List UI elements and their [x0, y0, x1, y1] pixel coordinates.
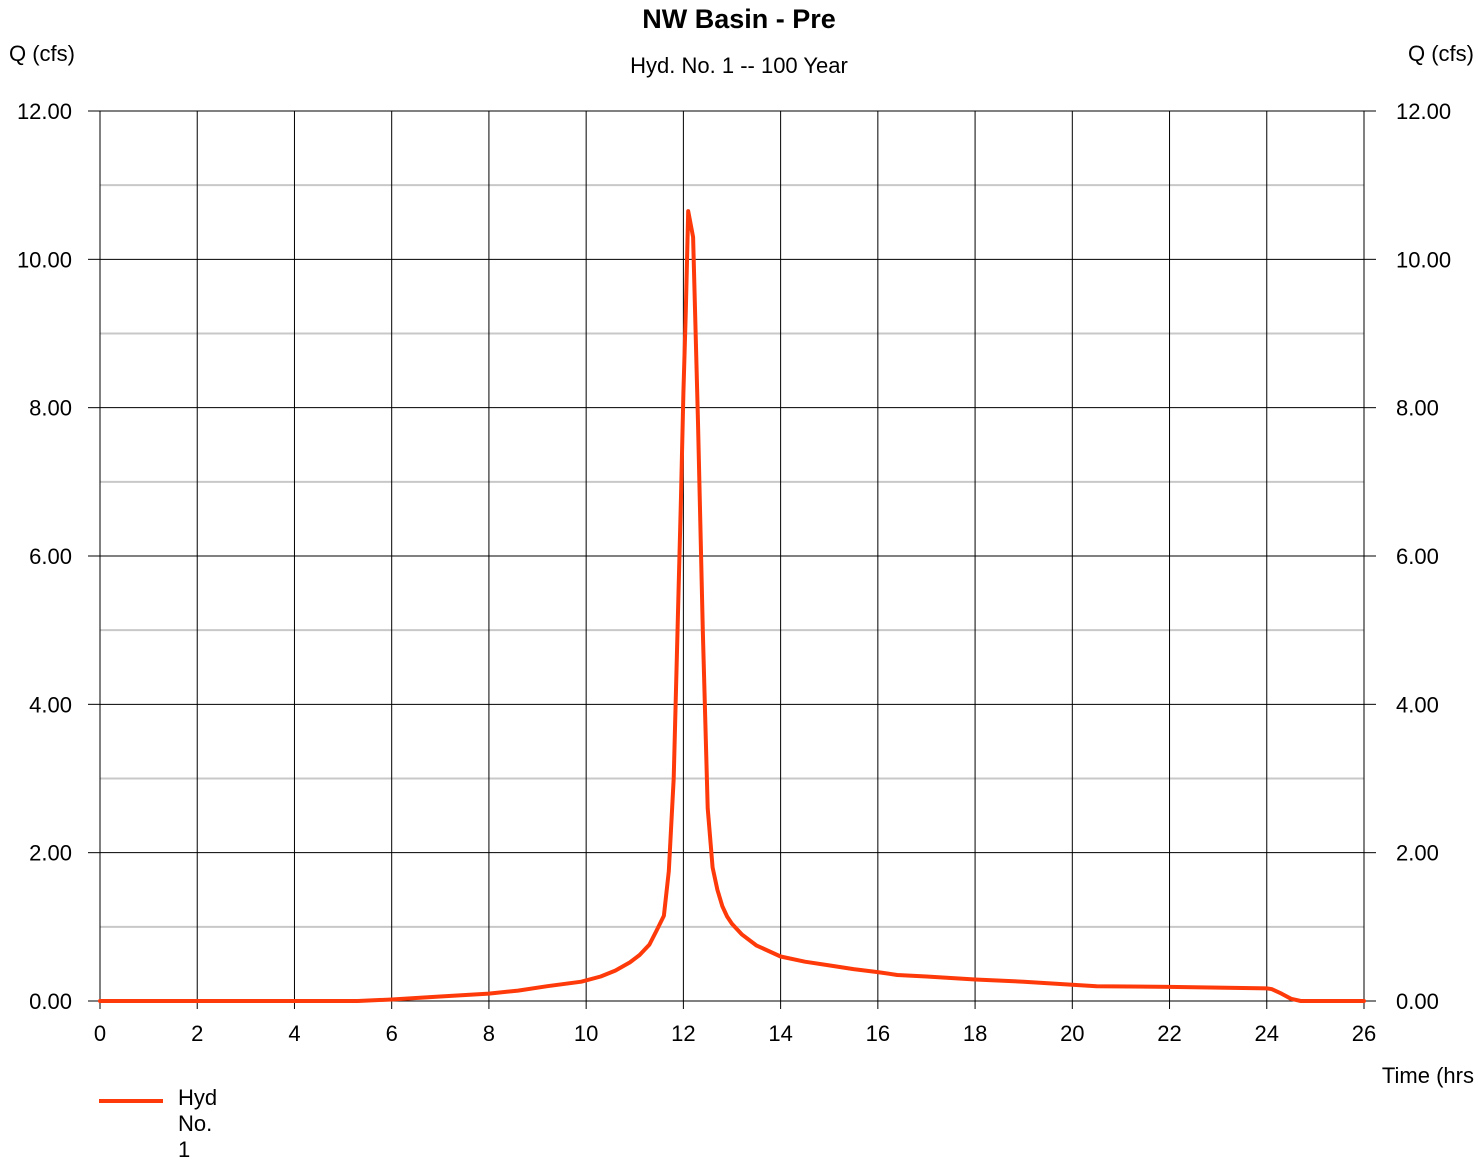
y-tick-label-right: 6.00 [1396, 544, 1439, 569]
y-tick-label-left: 0.00 [29, 989, 72, 1014]
x-tick-label: 16 [866, 1021, 890, 1046]
y-axis-label-left: Q (cfs) [9, 41, 75, 66]
x-tick-label: 20 [1060, 1021, 1084, 1046]
y-tick-label-right: 2.00 [1396, 841, 1439, 866]
x-tick-label: 22 [1157, 1021, 1181, 1046]
x-axis-label: Time (hrs [1381, 1063, 1474, 1088]
series-line-hyd-no-1 [98, 209, 1366, 1003]
minor-gridlines [100, 184, 1364, 928]
x-tick-label: 12 [671, 1021, 695, 1046]
x-tick-label: 24 [1255, 1021, 1279, 1046]
legend-label: Hyd No. 1 [178, 1085, 218, 1162]
x-tick-label: 26 [1352, 1021, 1376, 1046]
chart-title: NW Basin - Pre [642, 4, 836, 34]
y-tick-label-left: 12.00 [17, 99, 72, 124]
x-tick-labels: 0 2 4 6 8 10 12 14 16 18 20 22 24 26 [94, 1021, 1376, 1046]
major-gridlines [99, 110, 1365, 1002]
chart-subtitle: Hyd. No. 1 -- 100 Year [630, 53, 848, 78]
axis-ticks [88, 110, 1376, 1009]
y-tick-label-right: 8.00 [1396, 396, 1439, 421]
y-tick-label-right: 0.00 [1396, 989, 1439, 1014]
y-tick-label-left: 8.00 [29, 396, 72, 421]
y-tick-label-left: 2.00 [29, 841, 72, 866]
y-tick-label-left: 10.00 [17, 247, 72, 272]
x-tick-label: 10 [574, 1021, 598, 1046]
y-tick-label-right: 12.00 [1396, 99, 1451, 124]
x-tick-label: 18 [963, 1021, 987, 1046]
x-tick-label: 6 [386, 1021, 398, 1046]
x-tick-label: 14 [768, 1021, 792, 1046]
y-tick-labels-right: 0.00 2.00 4.00 6.00 8.00 10.00 12.00 [1396, 99, 1451, 1014]
y-tick-label-left: 6.00 [29, 544, 72, 569]
series-layer [98, 209, 1366, 1003]
y-tick-labels-left: 0.00 2.00 4.00 6.00 8.00 10.00 12.00 [17, 99, 72, 1014]
legend-line-swatch [99, 1099, 163, 1103]
x-tick-label: 4 [288, 1021, 300, 1046]
x-tick-label: 0 [94, 1021, 106, 1046]
y-tick-label-left: 4.00 [29, 692, 72, 717]
hydrograph-chart: 0.00 2.00 4.00 6.00 8.00 10.00 12.00 0.00 2.00 4… [17, 99, 1451, 1046]
x-tick-label: 8 [483, 1021, 495, 1046]
y-tick-label-right: 4.00 [1396, 692, 1439, 717]
x-tick-label: 2 [191, 1021, 203, 1046]
y-axis-label-right: Q (cfs) [1408, 41, 1474, 66]
y-tick-label-right: 10.00 [1396, 247, 1451, 272]
